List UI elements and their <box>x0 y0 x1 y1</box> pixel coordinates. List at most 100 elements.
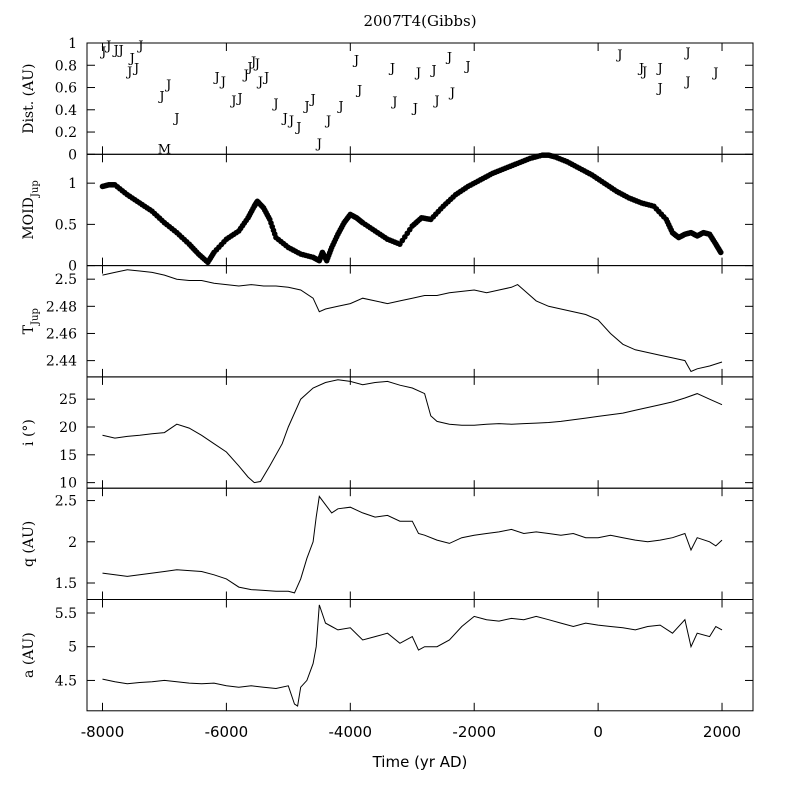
series-line-a <box>102 604 723 707</box>
ytick-label-dist-0: 0 <box>68 147 77 163</box>
y-axis-label-sub-tjup: Jup <box>30 308 41 326</box>
ytick-label-tjup-1: 2.46 <box>46 326 77 342</box>
series-dots-moid <box>99 152 724 266</box>
ytick-label-a-1: 5 <box>68 640 77 656</box>
marker-J-4: J <box>125 65 132 80</box>
y-axis-label-incl: i (°) <box>21 419 37 446</box>
ytick-label-moid-0: 0 <box>68 259 77 275</box>
marker-J-17: J <box>249 55 256 70</box>
marker-J-5: J <box>128 51 135 66</box>
y-axis-label-sub-moid: Jup <box>30 180 41 198</box>
marker-J-20: J <box>262 70 269 85</box>
ytick-label-dist-4: 0.8 <box>55 58 77 74</box>
marker-J-44: J <box>655 61 662 76</box>
ytick-label-incl-3: 25 <box>59 392 77 408</box>
marker-J-18: J <box>253 57 260 72</box>
xtick-label-1: -6000 <box>205 723 249 741</box>
y-axis-label-text-incl: i (°) <box>21 419 37 446</box>
panel-moid: 0 0.5 1 MOIDJup <box>21 152 754 275</box>
marker-J-39: J <box>448 86 455 101</box>
series-line-tjup <box>102 269 723 373</box>
marker-J-26: J <box>309 93 316 108</box>
marker-J-31: J <box>355 84 362 99</box>
ytick-label-incl-0: 10 <box>59 476 77 492</box>
panel-frame-dist <box>86 42 754 155</box>
marker-J-25: J <box>302 99 309 114</box>
ytick-label-incl-1: 15 <box>59 448 77 464</box>
marker-J-35: J <box>414 66 421 81</box>
marker-J-2: J <box>112 44 119 59</box>
ytick-label-dist-5: 1 <box>68 36 77 52</box>
marker-J-3: J <box>116 44 123 59</box>
marker-J-16: J <box>245 60 252 75</box>
marker-J-41: J <box>615 48 622 63</box>
xtick-label-4: 0 <box>593 723 603 741</box>
y-axis-label-text-moid: MOID <box>21 197 37 240</box>
series-line-q <box>102 495 723 594</box>
marker-J-13: J <box>229 94 236 109</box>
marker-J-36: J <box>429 64 436 79</box>
marker-J-6: J <box>132 61 139 76</box>
ytick-label-dist-3: 0.6 <box>55 81 77 97</box>
marker-J-9: J <box>164 78 171 93</box>
marker-J-1: J <box>104 39 111 54</box>
ytick-label-incl-2: 20 <box>59 420 77 436</box>
ytick-label-tjup-2: 2.48 <box>46 299 77 315</box>
y-axis-label-text-tjup: T <box>21 324 37 334</box>
marker-J-34: J <box>411 102 418 117</box>
marker-J-47: J <box>683 75 690 90</box>
ytick-label-tjup-3: 2.5 <box>55 272 77 288</box>
xtick-label-3: -2000 <box>452 723 496 741</box>
ytick-label-q-1: 2 <box>68 535 77 551</box>
panel-frame-moid <box>86 153 754 267</box>
marker-J-0: J <box>99 45 106 60</box>
panel-q: 1.5 2 2.5 q (AU) <box>21 487 754 601</box>
marker-J-21: J <box>271 97 278 112</box>
marker-J-37: J <box>432 94 439 109</box>
marker-J-10: J <box>172 112 179 127</box>
ytick-label-q-0: 1.5 <box>55 576 77 592</box>
y-axis-label-q: q (AU) <box>21 521 37 567</box>
marker-J-27: J <box>315 137 322 152</box>
chart-title: 2007T4(Gibbs) <box>363 12 476 30</box>
ytick-label-moid-2: 1 <box>68 176 77 192</box>
panel-frame-q <box>86 487 754 601</box>
ytick-label-dist-2: 0.4 <box>55 103 77 119</box>
ytick-label-a-0: 4.5 <box>55 673 77 689</box>
y-axis-label-text-q: q (AU) <box>21 521 37 567</box>
xtick-label-5: 2000 <box>703 723 741 741</box>
y-axis-label-tjup: TJup <box>21 308 41 334</box>
marker-J-11: J <box>212 70 219 85</box>
marker-series-M: M <box>158 143 171 158</box>
marker-J-33: J <box>390 95 397 110</box>
marker-J-12: J <box>219 75 226 90</box>
marker-J-8: J <box>157 89 164 104</box>
panel-tjup: 2.44 2.46 2.48 2.5 TJup <box>21 265 754 378</box>
panel-frame-tjup <box>86 265 754 378</box>
marker-J-7: J <box>136 39 143 54</box>
series-line-incl <box>102 379 723 484</box>
panel-a: 4.5 5 5.5 a (AU) <box>21 599 754 712</box>
ytick-label-tjup-0: 2.44 <box>46 354 77 370</box>
y-axis-label-moid: MOIDJup <box>21 180 41 239</box>
ytick-label-q-2: 2.5 <box>55 494 77 510</box>
ytick-label-moid-1: 0.5 <box>55 217 77 233</box>
xtick-label-0: -8000 <box>81 723 125 741</box>
marker-J-23: J <box>287 114 294 129</box>
marker-J-32: J <box>388 61 395 76</box>
marker-J-42: J <box>637 61 644 76</box>
panel-frame-a <box>86 599 754 712</box>
moid-point-66 <box>717 249 724 256</box>
marker-J-19: J <box>256 75 263 90</box>
marker-J-46: J <box>683 46 690 61</box>
marker-J-29: J <box>336 99 343 114</box>
marker-J-28: J <box>324 114 331 129</box>
y-axis-label-dist: Dist. (AU) <box>21 64 37 134</box>
y-axis-label-a: a (AU) <box>21 632 37 678</box>
xtick-label-2: -4000 <box>329 723 373 741</box>
marker-J-40: J <box>463 59 470 74</box>
marker-J-30: J <box>352 54 359 69</box>
